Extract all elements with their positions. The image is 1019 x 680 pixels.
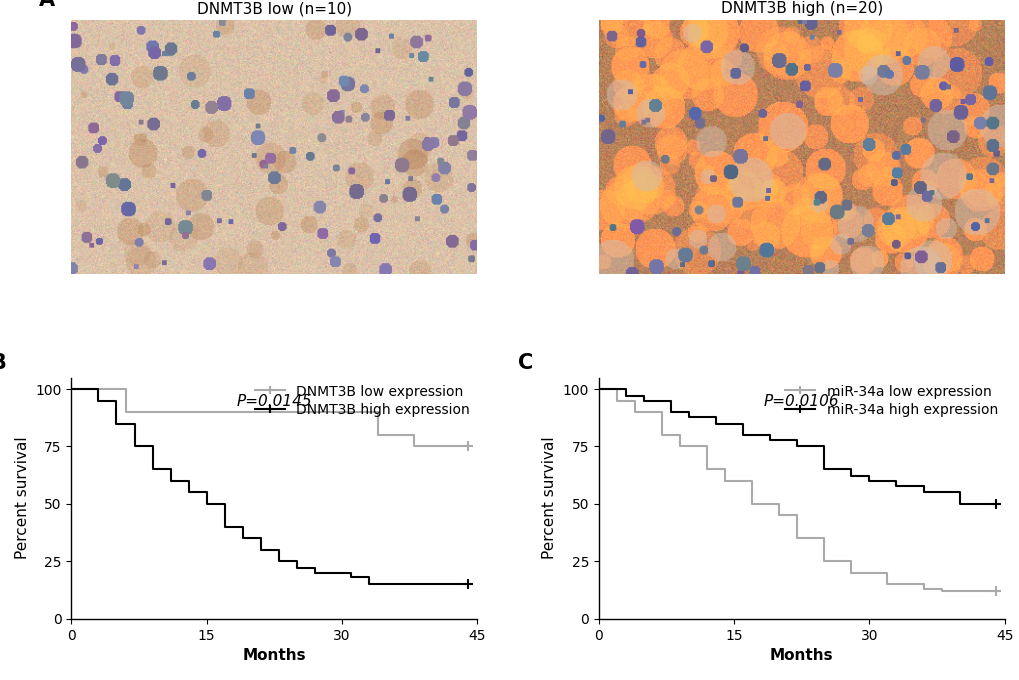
Legend: DNMT3B low expression, DNMT3B high expression: DNMT3B low expression, DNMT3B high expre…: [255, 384, 470, 417]
X-axis label: Months: Months: [769, 648, 833, 663]
Text: A: A: [39, 0, 55, 10]
Text: C: C: [518, 354, 533, 373]
Y-axis label: Percent survival: Percent survival: [542, 437, 556, 560]
Y-axis label: Percent survival: Percent survival: [14, 437, 30, 560]
X-axis label: Months: Months: [243, 648, 306, 663]
Text: P=0.0106: P=0.0106: [763, 394, 839, 409]
Title: DNMT3B high (n=20): DNMT3B high (n=20): [720, 1, 882, 16]
Legend: miR-34a low expression, miR-34a high expression: miR-34a low expression, miR-34a high exp…: [784, 384, 997, 417]
Title: DNMT3B low (n=10): DNMT3B low (n=10): [197, 1, 352, 16]
Text: B: B: [0, 354, 6, 373]
Text: P=0.0145: P=0.0145: [236, 394, 312, 409]
